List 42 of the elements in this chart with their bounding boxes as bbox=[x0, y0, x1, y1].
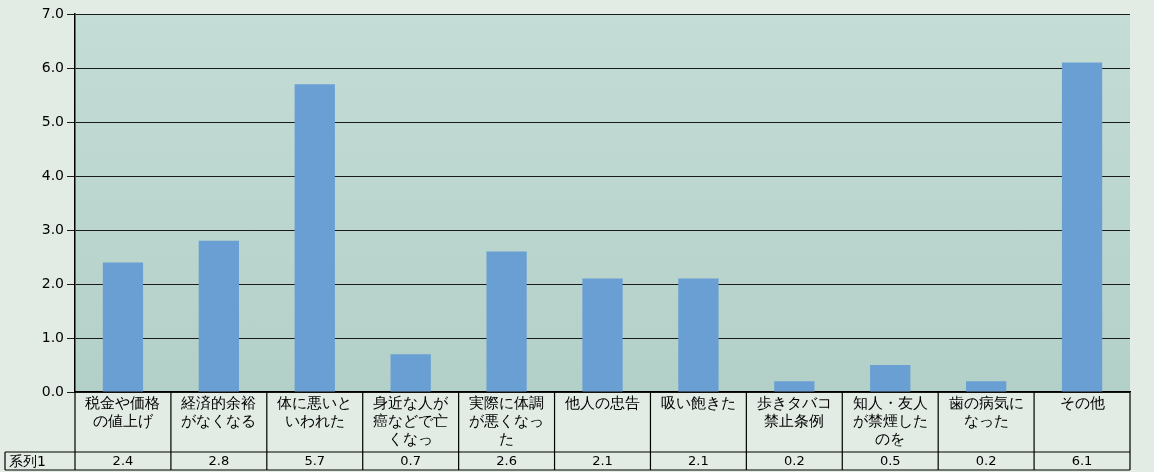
text: 系列1 bbox=[9, 452, 46, 469]
data-label: 5.7 bbox=[304, 453, 326, 469]
data-label: 2.1 bbox=[688, 453, 709, 469]
x-tick-label: その他 bbox=[1059, 393, 1105, 412]
data-label: 2.4 bbox=[112, 453, 134, 469]
bar bbox=[486, 251, 527, 392]
y-tick-label: 2.0 bbox=[41, 274, 64, 291]
x-tick-label: 税金や価格の値上げ bbox=[85, 393, 161, 430]
x-tick-label: 身近な人が癌などで亡くなっ bbox=[373, 393, 450, 448]
x-tick-label: 他人の忠告 bbox=[565, 393, 640, 412]
bar bbox=[198, 240, 240, 392]
bar bbox=[774, 381, 815, 392]
x-tick-label: 体に悪いといわれた bbox=[277, 393, 353, 430]
data-label: 2.1 bbox=[592, 453, 613, 469]
bar bbox=[294, 84, 335, 392]
x-tick-label: 知人・友人が禁煙したのを bbox=[852, 393, 928, 448]
y-tick-label: 1.0 bbox=[41, 328, 64, 345]
data-label: 2.6 bbox=[496, 453, 517, 469]
bar bbox=[678, 278, 719, 392]
data-label: 0.2 bbox=[783, 453, 805, 469]
x-tick-label: 歯の病気になった bbox=[948, 393, 1024, 430]
y-tick-label: 6.0 bbox=[41, 58, 64, 75]
x-tick-label: 吸い飽きた bbox=[660, 393, 736, 412]
bar bbox=[390, 354, 431, 392]
data-label: 0.5 bbox=[879, 453, 901, 469]
bar bbox=[102, 262, 144, 392]
y-tick-label: 3.0 bbox=[41, 220, 64, 237]
y-tick-label: 4.0 bbox=[41, 166, 64, 183]
y-tick-label: 5.0 bbox=[41, 112, 64, 129]
data-label: 2.8 bbox=[208, 453, 230, 469]
data-label: 0.7 bbox=[400, 453, 422, 469]
bar bbox=[966, 381, 1007, 392]
bar bbox=[870, 365, 911, 392]
bar bbox=[582, 278, 623, 392]
data-label: 0.2 bbox=[975, 453, 997, 469]
x-tick-label: 経済的余裕がなくなる bbox=[180, 393, 257, 430]
y-tick-label: 0.0 bbox=[41, 382, 64, 399]
bar bbox=[1061, 62, 1103, 392]
data-label: 6.1 bbox=[1071, 453, 1093, 469]
x-tick-label: 歩きタバコ禁止条例 bbox=[756, 393, 832, 430]
x-tick-label: 実際に体調が悪くなった bbox=[469, 393, 545, 448]
y-tick-label: 7.0 bbox=[41, 4, 64, 21]
